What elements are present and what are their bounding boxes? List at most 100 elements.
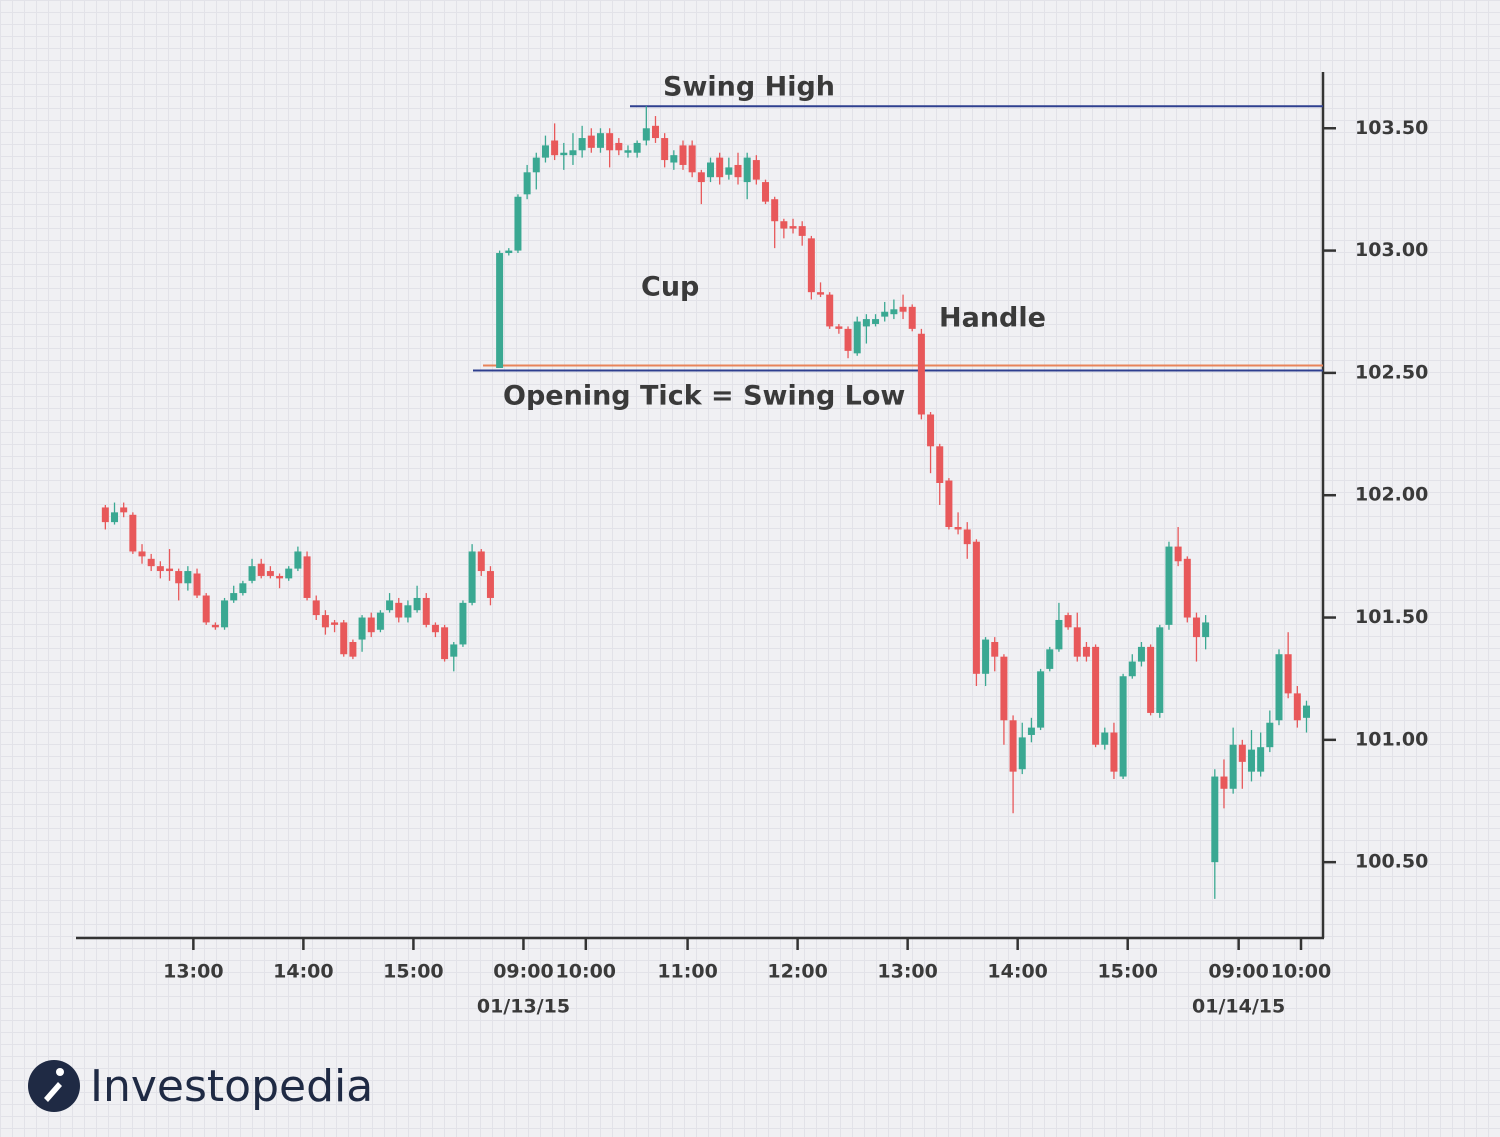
annotation: Handle [939, 303, 1046, 334]
candle-body [1257, 747, 1265, 772]
candle-body [541, 145, 549, 158]
candle-body [514, 196, 522, 251]
candle-body [780, 221, 788, 229]
candle-body [917, 333, 925, 415]
candle-body [312, 600, 320, 616]
logo-icon [28, 1060, 80, 1112]
candle-body [835, 326, 843, 329]
candle-body [1073, 627, 1081, 657]
candle-body [1156, 627, 1164, 713]
candle-body [890, 309, 898, 315]
candle-body [386, 600, 394, 611]
candle-body [1211, 776, 1219, 863]
candle-body [1220, 776, 1228, 789]
candle-body [1137, 646, 1145, 662]
candle-body [991, 641, 999, 657]
candle-body [1165, 546, 1173, 625]
candle-body [954, 527, 962, 530]
candle-body [1027, 727, 1035, 735]
candle-body [257, 563, 265, 576]
candle-body [156, 566, 164, 572]
candle-body [1018, 737, 1026, 770]
candle-body [138, 551, 146, 557]
candle-body [624, 150, 632, 153]
candle-body [789, 226, 797, 229]
candle-body [331, 622, 339, 625]
candle-body [853, 321, 861, 354]
candle-body [459, 602, 467, 645]
candle-body [945, 480, 953, 528]
candle-body [376, 612, 384, 630]
candle-body [963, 529, 971, 545]
x-tick-label: 10:00 [1271, 961, 1331, 983]
candle-body [1183, 558, 1191, 618]
candle-body [184, 571, 192, 584]
x-tick-label: 13:00 [163, 961, 223, 983]
y-tick-label: 103.50 [1355, 117, 1428, 139]
candle-body [175, 571, 183, 584]
candle-body [670, 155, 678, 163]
candle-body [101, 507, 109, 523]
candle-body [817, 292, 825, 295]
x-tick-label: 13:00 [877, 961, 937, 983]
candle-body [1238, 744, 1246, 762]
candle-body [294, 551, 302, 569]
candle-body [450, 644, 458, 657]
candle-body [716, 157, 724, 178]
candle-body [899, 306, 907, 312]
candle-body [1266, 722, 1274, 748]
candle-body [395, 602, 403, 618]
x-tick-label: 09:00 [493, 961, 553, 983]
date-label: 01/13/15 [477, 996, 570, 1018]
x-tick-label: 11:00 [657, 961, 717, 983]
y-tick-label: 100.50 [1355, 851, 1428, 873]
candle-body [752, 160, 760, 180]
candle-body [1119, 676, 1127, 777]
candle-body [982, 639, 990, 674]
y-tick-label: 103.00 [1355, 239, 1428, 261]
candle-body [1046, 649, 1054, 669]
candle-body [651, 125, 659, 139]
candle-body [486, 571, 494, 598]
candle-body [477, 551, 485, 572]
candle-body [881, 311, 889, 317]
x-tick-label: 15:00 [1097, 961, 1157, 983]
candle-body [1293, 693, 1301, 721]
date-label: 01/14/15 [1192, 996, 1285, 1018]
candle-body [1082, 646, 1090, 657]
candle-body [111, 512, 119, 523]
candle-body [147, 558, 155, 567]
y-tick-label: 101.00 [1355, 728, 1428, 750]
candle-body [129, 514, 137, 552]
candle-body [826, 294, 834, 327]
candle-body [523, 172, 531, 195]
candle-body [551, 140, 559, 156]
candle-body [578, 138, 586, 151]
candle-body [596, 133, 604, 148]
candle-body [1000, 656, 1008, 721]
candle-body [972, 541, 980, 674]
candle-body [367, 617, 375, 633]
logo: Investopedia [28, 1060, 373, 1112]
candle-body [166, 568, 174, 572]
candle-body [1009, 720, 1017, 772]
candle-body [725, 167, 733, 175]
candle-body [1110, 732, 1118, 772]
candle-body [303, 556, 311, 598]
candle-body [211, 624, 219, 628]
candle-body [276, 575, 284, 579]
candle-body [661, 138, 669, 161]
y-tick-label: 101.50 [1355, 606, 1428, 628]
candle-body [844, 328, 852, 351]
candle-body [1202, 622, 1210, 638]
candle-body [688, 145, 696, 173]
x-tick-label: 15:00 [383, 961, 443, 983]
candle-body [340, 622, 348, 655]
candle-body [505, 250, 513, 254]
annotation: Cup [641, 272, 699, 303]
y-tick-label: 102.50 [1355, 361, 1428, 383]
candle-body [798, 226, 806, 236]
candle-body [1055, 619, 1063, 650]
candle-body [606, 133, 614, 151]
